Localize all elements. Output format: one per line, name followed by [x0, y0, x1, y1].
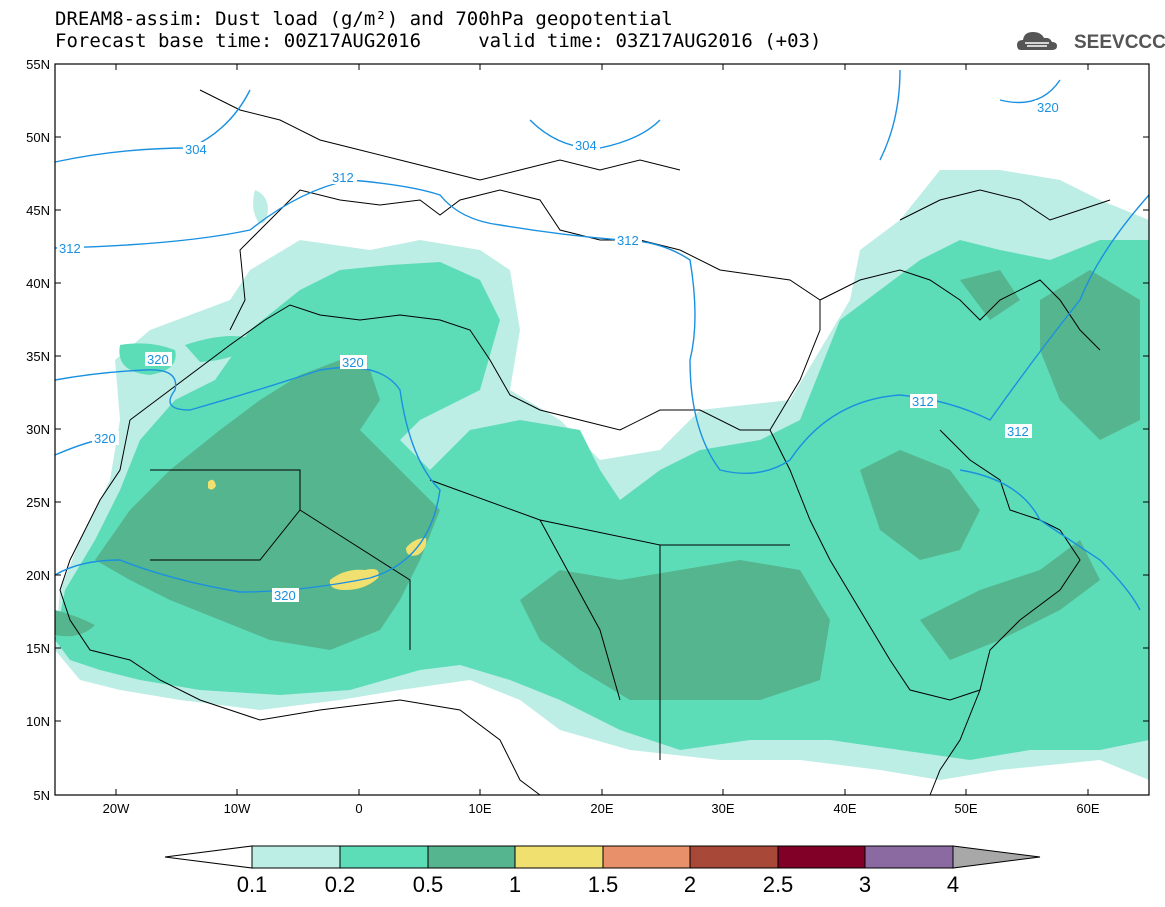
contour-label: 312	[1005, 424, 1032, 439]
lon-tick-label: 20W	[103, 801, 130, 816]
lat-tick-label: 55N	[26, 57, 50, 72]
colorbar-arrow-high	[952, 845, 1041, 869]
svg-text:320: 320	[342, 355, 364, 370]
lon-tick-label: 60E	[1076, 801, 1099, 816]
lat-tick-label: 10N	[26, 714, 50, 729]
colorbar-swatch	[689, 845, 779, 869]
longitude-axis: 20W 10W 0 10E 20E 30E 40E 50E 60E	[103, 64, 1100, 816]
svg-text:312: 312	[1007, 424, 1029, 439]
colorbar-swatch	[777, 845, 866, 869]
svg-text:320: 320	[147, 352, 169, 367]
map-title-line-1: DREAM8-assim: Dust load (g/m²) and 700hP…	[55, 8, 673, 30]
colorbar-label: 1	[509, 872, 521, 897]
contour-label: 312	[57, 241, 84, 256]
colorbar-arrow-low	[164, 845, 253, 869]
contour-labels: 304 304 312 312 312 312 312 320 320 320 …	[57, 100, 1062, 603]
contour-label: 304	[573, 138, 600, 153]
svg-text:320: 320	[274, 588, 296, 603]
lon-tick-label: 30E	[711, 801, 734, 816]
lon-tick-label: 10W	[224, 801, 251, 816]
svg-text:312: 312	[332, 170, 354, 185]
colorbar-swatch	[602, 845, 691, 869]
logo-text: SEEVCCC	[1074, 32, 1165, 53]
lat-tick-label: 50N	[26, 130, 50, 145]
lat-tick-label: 35N	[26, 349, 50, 364]
contour-label: 304	[183, 142, 210, 157]
svg-text:320: 320	[1037, 100, 1059, 115]
contour-label: 312	[330, 170, 357, 185]
svg-text:304: 304	[185, 142, 207, 157]
map-title-line-2: Forecast base time: 00Z17AUG2016 valid t…	[55, 30, 822, 52]
colorbar-swatch	[339, 845, 429, 869]
colorbar-swatch	[251, 845, 341, 869]
contour-label: 312	[615, 233, 642, 248]
contour-label: 320	[92, 431, 119, 446]
contour-label: 320	[340, 355, 367, 370]
lon-tick-label: 10E	[468, 801, 491, 816]
latitude-axis: 55N 50N 45N 40N 35N 30N 25N 20N 15N 10N …	[26, 57, 1149, 803]
lon-tick-label: 50E	[954, 801, 977, 816]
colorbar-label: 0.5	[413, 872, 444, 897]
svg-text:304: 304	[575, 138, 597, 153]
svg-text:312: 312	[912, 394, 934, 409]
coastlines	[59, 89, 1111, 796]
lat-tick-label: 5N	[33, 788, 50, 803]
contour-label: 312	[910, 394, 937, 409]
cloud-logo-icon	[1017, 32, 1057, 50]
dust-layer-1	[208, 479, 427, 590]
colorbar-label: 0.1	[237, 872, 268, 897]
contour-label: 320	[272, 588, 299, 603]
map-plot-area: 304 304 312 312 312 312 312 320 320 320 …	[54, 63, 1150, 796]
colorbar-swatch	[864, 845, 954, 869]
svg-text:312: 312	[59, 241, 81, 256]
lon-tick-label: 20E	[590, 801, 613, 816]
colorbar-swatch	[427, 845, 516, 869]
lat-tick-label: 20N	[26, 568, 50, 583]
lat-tick-label: 15N	[26, 641, 50, 656]
colorbar-legend: 0.1 0.2 0.5 1 1.5 2 2.5 3 4	[164, 845, 1041, 897]
colorbar-label: 0.2	[325, 872, 356, 897]
colorbar-label: 2	[684, 872, 696, 897]
colorbar-label: 4	[947, 872, 959, 897]
contour-label: 320	[1035, 100, 1062, 115]
colorbar-label: 1.5	[588, 872, 619, 897]
lat-tick-label: 40N	[26, 276, 50, 291]
lat-tick-label: 30N	[26, 422, 50, 437]
lat-tick-label: 45N	[26, 203, 50, 218]
lon-tick-label: 0	[355, 801, 362, 816]
colorbar-swatch	[514, 845, 604, 869]
lon-tick-label: 40E	[833, 801, 856, 816]
lat-tick-label: 25N	[26, 495, 50, 510]
colorbar-label: 3	[859, 872, 871, 897]
colorbar-label: 2.5	[763, 872, 794, 897]
svg-text:312: 312	[617, 233, 639, 248]
svg-text:320: 320	[94, 431, 116, 446]
contour-label: 320	[145, 352, 172, 367]
